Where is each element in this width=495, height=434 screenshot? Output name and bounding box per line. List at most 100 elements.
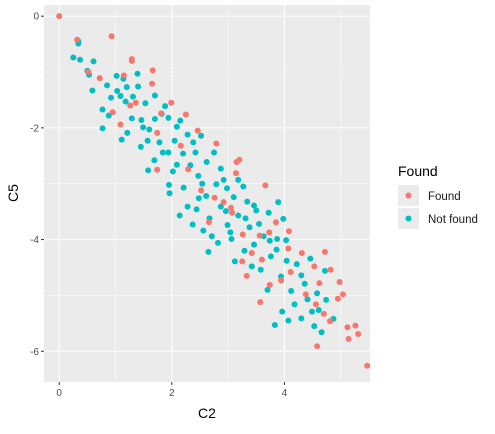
data-point-not-found: [203, 193, 210, 200]
data-point-not-found: [70, 54, 77, 61]
data-point-not-found: [145, 167, 152, 174]
data-point-not-found: [251, 241, 258, 248]
data-point-not-found: [222, 208, 229, 215]
data-point-not-found: [304, 296, 311, 303]
data-point-found: [287, 268, 294, 275]
data-point-found: [56, 13, 63, 20]
data-point-found: [257, 299, 264, 306]
y-tick-label: 0: [33, 12, 39, 23]
data-point-not-found: [144, 137, 151, 144]
data-point-not-found: [227, 229, 234, 236]
legend: Found Found Not found: [398, 163, 478, 229]
y-axis-label: C5: [5, 184, 21, 202]
data-point-not-found: [265, 209, 272, 216]
data-point-found: [258, 256, 265, 263]
data-point-not-found: [256, 220, 263, 227]
data-point-not-found: [135, 83, 142, 90]
data-point-found: [85, 69, 92, 76]
data-point-found: [177, 142, 184, 149]
axes: 0 2 4 0 -2 -4 -6: [30, 12, 288, 399]
data-point-not-found: [309, 308, 316, 315]
data-point-found: [327, 318, 334, 325]
data-point-found: [266, 229, 273, 236]
data-point-not-found: [108, 94, 115, 101]
data-point-not-found: [279, 308, 286, 315]
data-points: [56, 13, 371, 369]
data-point-found: [109, 109, 116, 116]
data-point-not-found: [285, 317, 292, 324]
data-point-not-found: [213, 181, 220, 188]
data-point-not-found: [321, 267, 328, 274]
x-tick-label: 0: [56, 388, 62, 399]
data-point-found: [117, 121, 124, 128]
data-point-not-found: [211, 149, 218, 156]
y-tick-label: -6: [30, 347, 39, 358]
data-point-not-found: [177, 117, 184, 124]
data-point-found: [256, 232, 263, 239]
data-point-not-found: [176, 212, 183, 219]
data-point-not-found: [199, 180, 206, 187]
data-point-found: [198, 187, 205, 194]
data-point-found: [316, 280, 323, 287]
legend-label-found: Found: [428, 191, 461, 203]
data-point-not-found: [214, 239, 221, 246]
data-point-found: [334, 295, 341, 302]
data-point-not-found: [156, 139, 163, 146]
data-point-not-found: [184, 131, 191, 138]
data-point-not-found: [104, 82, 111, 89]
data-point-not-found: [318, 329, 325, 336]
data-point-not-found: [280, 215, 287, 222]
data-point-not-found: [159, 149, 166, 156]
data-point-not-found: [203, 158, 210, 165]
data-point-not-found: [118, 136, 125, 143]
data-point-not-found: [314, 290, 321, 297]
data-point-not-found: [151, 92, 158, 99]
data-point-not-found: [274, 236, 281, 243]
data-point-found: [236, 156, 243, 163]
data-point-not-found: [208, 233, 215, 240]
data-point-found: [108, 33, 115, 40]
y-tick-label: -2: [30, 123, 39, 134]
data-point-not-found: [192, 149, 199, 156]
data-point-not-found: [142, 100, 149, 107]
data-point-not-found: [184, 203, 191, 210]
y-tick-label: -4: [30, 235, 39, 246]
data-point-found: [227, 204, 234, 211]
data-point-not-found: [217, 203, 224, 210]
x-tick-label: 2: [169, 388, 175, 399]
data-point-found: [285, 228, 292, 235]
data-point-not-found: [217, 165, 224, 172]
data-point-not-found: [138, 117, 145, 124]
data-point-found: [239, 258, 246, 265]
data-point-not-found: [165, 114, 172, 121]
data-point-not-found: [99, 125, 106, 132]
data-point-not-found: [173, 161, 180, 168]
data-point-not-found: [267, 253, 274, 260]
x-axis-label: C2: [198, 405, 216, 421]
data-point-not-found: [195, 172, 202, 179]
data-point-not-found: [134, 70, 141, 77]
data-point-found: [149, 80, 156, 87]
data-point-not-found: [129, 93, 136, 100]
data-point-not-found: [190, 139, 197, 146]
data-point-not-found: [180, 184, 187, 191]
data-point-found: [232, 170, 239, 177]
data-point-not-found: [193, 206, 200, 213]
data-point-not-found: [273, 246, 280, 253]
data-point-not-found: [311, 323, 318, 330]
data-point-not-found: [275, 199, 282, 206]
data-point-not-found: [200, 227, 207, 234]
data-point-found: [248, 249, 255, 256]
data-point-found: [272, 219, 279, 226]
data-point-found: [278, 277, 285, 284]
data-point-not-found: [89, 87, 96, 94]
data-point-found: [243, 272, 250, 279]
data-point-found: [205, 219, 212, 226]
data-point-found: [154, 129, 161, 136]
data-point-not-found: [241, 247, 248, 254]
data-point-not-found: [146, 126, 153, 133]
data-point-not-found: [151, 115, 158, 122]
data-point-not-found: [90, 58, 97, 65]
data-point-not-found: [235, 212, 242, 219]
